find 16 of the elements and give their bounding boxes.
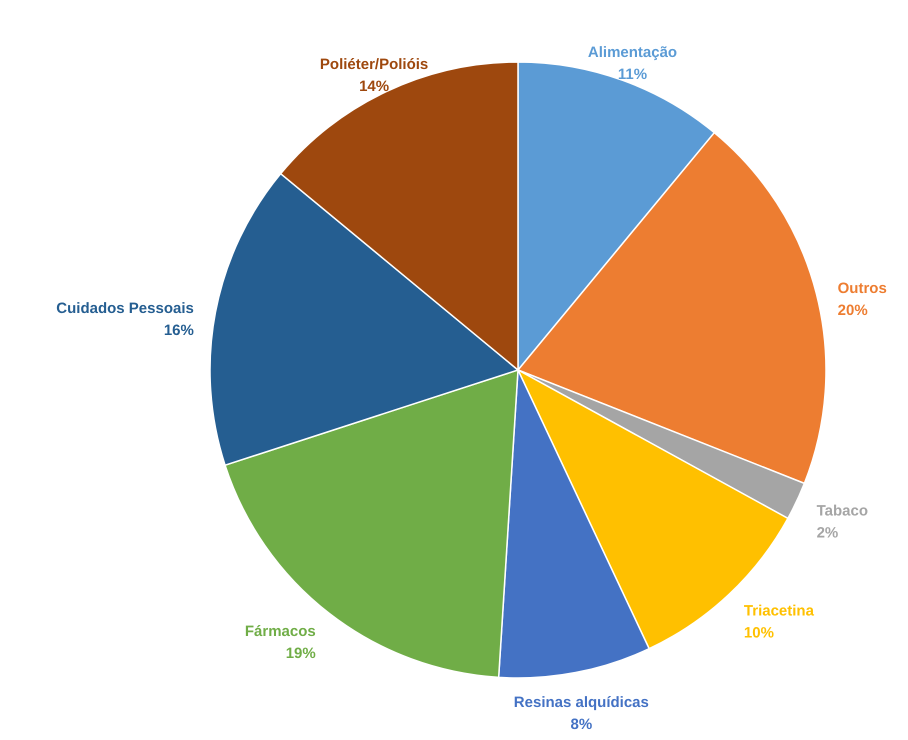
slice-label: Resinas alquídicas xyxy=(514,694,649,712)
data-label: 10% xyxy=(744,624,774,642)
data-label: 14% xyxy=(359,78,390,96)
data-label: 19% xyxy=(286,644,316,662)
data-label: 11% xyxy=(618,66,648,83)
data-label: 2% xyxy=(816,524,838,542)
data-label: 20% xyxy=(838,302,868,319)
data-label: 16% xyxy=(164,322,194,340)
slice-label: Alimentação xyxy=(588,44,678,61)
slice-label: Fármacos xyxy=(244,622,316,640)
slice-label: Outros xyxy=(838,280,887,297)
data-label: 8% xyxy=(570,716,592,734)
slice-label: Tabaco xyxy=(816,502,868,520)
slice-label: Cuidados Pessoais xyxy=(56,300,194,318)
slice-label: Poliéter/Polióis xyxy=(320,56,428,74)
slice-label: Triacetina xyxy=(744,602,815,620)
